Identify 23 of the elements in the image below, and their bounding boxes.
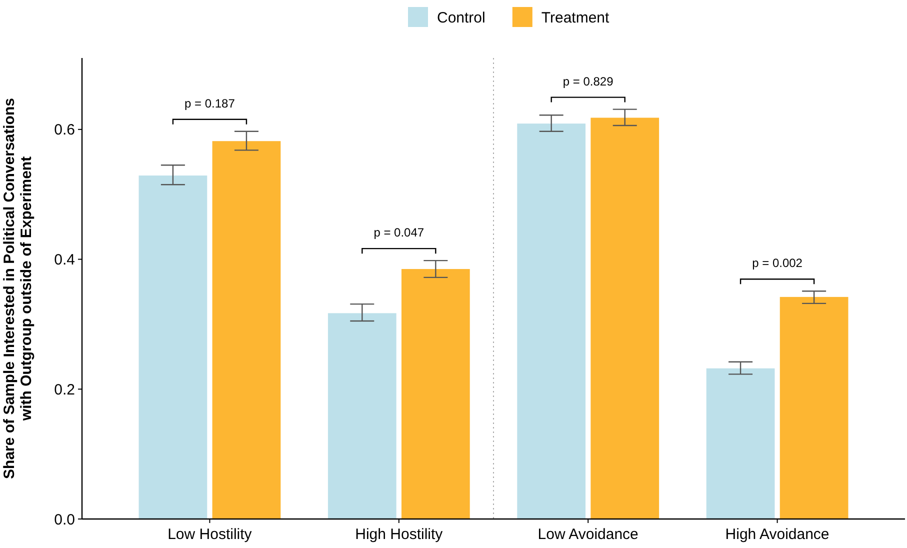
- legend-label: Treatment: [541, 9, 610, 26]
- x-tick-label: High Avoidance: [725, 526, 830, 543]
- annotation: p = 0.047: [374, 226, 424, 240]
- bar: [138, 176, 208, 519]
- bar: [706, 368, 775, 519]
- bar: [517, 124, 586, 519]
- y-tick-label: 0.0: [54, 511, 75, 528]
- annotation: p = 0.187: [184, 96, 236, 110]
- y-tick-label: 0.4: [54, 252, 75, 269]
- bar: [401, 269, 470, 519]
- legend-label: Control: [437, 9, 486, 26]
- x-tick-label: Low Hostility: [168, 526, 252, 543]
- x-tick-label: High Hostility: [355, 526, 444, 543]
- y-tick-label: 0.6: [54, 122, 75, 139]
- bar: [780, 296, 848, 519]
- bar: [212, 141, 281, 519]
- bar: [590, 118, 660, 519]
- y-tick-label: 0.2: [54, 381, 75, 398]
- y-axis-title: Share of Sample Interested in Political Conversations with Outgroup outside of Experiment: [1, 98, 35, 479]
- annotation: p = 0.002: [752, 256, 803, 270]
- annotation: p = 0.829: [562, 74, 614, 88]
- bar: [328, 313, 396, 519]
- x-tick-label: Low Avoidance: [538, 526, 638, 543]
